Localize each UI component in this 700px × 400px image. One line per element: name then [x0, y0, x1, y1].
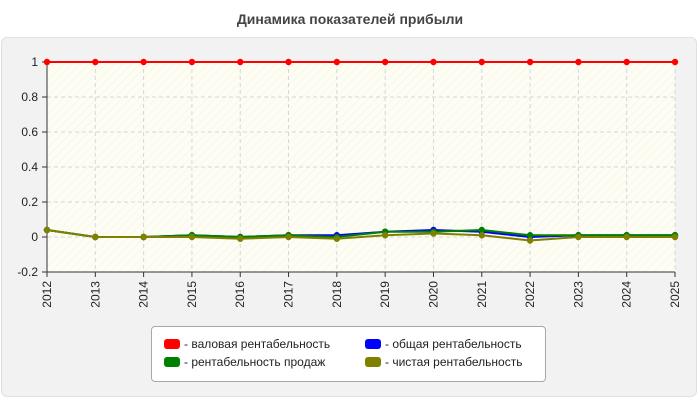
x-tick-label: 2013 [88, 281, 102, 308]
legend-label-net-margin: - чистая рентабельность [385, 355, 523, 369]
data-point-net-margin [575, 233, 582, 241]
x-tick-label: 2023 [571, 281, 585, 308]
data-point-net-margin [92, 233, 99, 241]
x-tick-label: 2014 [137, 281, 151, 308]
x-tick-label: 2017 [282, 281, 296, 308]
data-point-net-margin [140, 233, 147, 241]
x-tick-label: 2024 [620, 281, 634, 308]
y-tick-label: 0.4 [21, 160, 38, 174]
data-point-sales-margin [526, 232, 534, 239]
data-point-net-margin [671, 233, 679, 241]
legend-swatch-net-margin [365, 357, 381, 367]
data-point-gross-margin [623, 58, 630, 66]
x-tick-label: 2015 [185, 281, 199, 308]
y-tick-label: 0 [31, 230, 38, 244]
x-tick-label: 2016 [233, 281, 247, 308]
legend-item-overall-margin: - общая рентабельность [365, 335, 522, 353]
data-point-net-margin [188, 233, 196, 241]
legend-label-overall-margin: - общая рентабельность [385, 337, 522, 351]
chart-legend: - валовая рентабельность - общая рентабе… [151, 326, 546, 382]
data-point-gross-margin [92, 58, 99, 66]
x-tick-label: 2012 [40, 281, 54, 308]
data-point-net-margin [478, 232, 485, 239]
legend-item-gross-margin: - валовая рентабельность [164, 335, 330, 353]
x-tick-label: 2025 [668, 281, 682, 308]
data-point-gross-margin [430, 58, 437, 66]
y-tick-label: 1 [31, 55, 38, 69]
data-point-gross-margin [526, 58, 534, 66]
data-point-gross-margin [671, 58, 679, 66]
y-tick-label: 0.6 [21, 125, 38, 139]
data-point-sales-margin [478, 226, 485, 234]
legend-label-sales-margin: - рентабельность продаж [184, 355, 326, 369]
data-point-gross-margin [575, 58, 582, 66]
data-point-gross-margin [333, 58, 341, 66]
x-tick-label: 2019 [378, 281, 392, 308]
data-point-net-margin [237, 235, 244, 242]
data-point-gross-margin [285, 58, 292, 66]
data-point-gross-margin [381, 58, 389, 66]
y-tick-label: 0.8 [21, 90, 38, 104]
data-point-net-margin [285, 233, 292, 241]
data-point-net-margin [430, 230, 437, 237]
chart-title: Динамика показателей прибыли [236, 11, 464, 27]
x-tick-label: 2022 [523, 281, 537, 308]
data-point-gross-margin [188, 58, 196, 66]
data-point-net-margin [381, 232, 389, 239]
legend-item-sales-margin: - рентабельность продаж [164, 353, 325, 371]
y-tick-label: 0.2 [21, 195, 38, 209]
data-point-gross-margin [140, 58, 147, 66]
legend-item-net-margin: - чистая рентабельность [365, 353, 522, 371]
data-point-gross-margin [478, 58, 485, 66]
data-point-net-margin [623, 233, 630, 241]
x-tick-label: 2020 [426, 281, 440, 308]
series-line-net-margin [46, 229, 675, 242]
data-point-gross-margin [43, 58, 51, 66]
data-point-gross-margin [237, 58, 244, 66]
x-tick-label: 2018 [330, 281, 344, 308]
legend-label-gross-margin: - валовая рентабельность [184, 337, 331, 351]
x-tick-label: 2021 [475, 281, 489, 308]
legend-swatch-gross-margin [164, 339, 180, 349]
legend-swatch-overall-margin [365, 339, 381, 349]
data-point-net-margin [333, 235, 341, 242]
y-tick-label: -0.2 [17, 265, 38, 279]
legend-swatch-sales-margin [164, 357, 180, 367]
data-point-net-margin [43, 226, 51, 234]
data-point-net-margin [526, 237, 534, 244]
